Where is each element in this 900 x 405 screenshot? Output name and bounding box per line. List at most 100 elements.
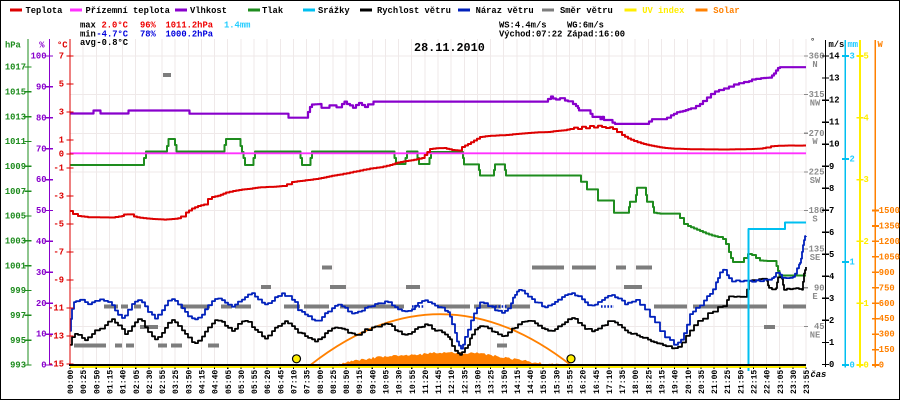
svg-text:-3: -3 — [53, 192, 64, 202]
svg-text:45: 45 — [814, 322, 825, 332]
svg-text:600: 600 — [879, 299, 895, 309]
svg-text:50: 50 — [36, 206, 47, 216]
svg-text:avg: avg — [80, 38, 96, 48]
svg-text:13:50: 13:50 — [501, 370, 510, 394]
svg-text:1000.2hPa: 1000.2hPa — [166, 29, 214, 39]
svg-text:0: 0 — [879, 361, 884, 371]
svg-text:NE: NE — [810, 330, 821, 340]
svg-text:15:30: 15:30 — [553, 370, 562, 394]
svg-text:04:40: 04:40 — [212, 370, 221, 394]
svg-text:16:45: 16:45 — [593, 370, 602, 394]
svg-text:13: 13 — [829, 74, 840, 84]
svg-text:22:15: 22:15 — [751, 370, 760, 394]
svg-text:3: 3 — [864, 175, 869, 185]
svg-text:14:15: 14:15 — [514, 370, 523, 394]
svg-text:Rychlost větru: Rychlost větru — [377, 6, 451, 16]
svg-text:997: 997 — [10, 311, 26, 321]
svg-text:06:45: 06:45 — [277, 370, 286, 394]
svg-text:15:55: 15:55 — [567, 370, 576, 394]
svg-text:7: 7 — [59, 52, 64, 62]
svg-text:-9: -9 — [53, 276, 64, 286]
svg-text:1: 1 — [59, 136, 64, 146]
svg-text:2: 2 — [829, 316, 834, 326]
svg-text:01:15: 01:15 — [107, 370, 116, 394]
svg-text:5: 5 — [829, 250, 834, 260]
svg-text:1.4mm: 1.4mm — [224, 21, 250, 31]
svg-text:-0.8°C: -0.8°C — [96, 38, 128, 48]
svg-text:750: 750 — [879, 283, 895, 293]
svg-text:6: 6 — [829, 228, 834, 238]
svg-text:21:00: 21:00 — [711, 370, 720, 394]
svg-text:90: 90 — [36, 83, 47, 93]
svg-text:4: 4 — [864, 113, 870, 123]
svg-text:Srážky: Srážky — [318, 6, 350, 16]
svg-text:04:15: 04:15 — [199, 370, 208, 394]
svg-text:19:15: 19:15 — [659, 370, 668, 394]
svg-text:993: 993 — [10, 361, 26, 371]
svg-text:270: 270 — [809, 129, 825, 139]
svg-text:20: 20 — [36, 299, 47, 309]
svg-text:18:00: 18:00 — [632, 370, 641, 394]
svg-text:995: 995 — [10, 336, 26, 346]
svg-text:05:55: 05:55 — [251, 370, 260, 394]
svg-text:11: 11 — [829, 118, 840, 128]
svg-text:999: 999 — [10, 286, 26, 296]
svg-text:1005: 1005 — [5, 212, 26, 222]
svg-text:NW: NW — [810, 99, 821, 109]
svg-text:03:25: 03:25 — [172, 370, 181, 394]
svg-text:14:40: 14:40 — [527, 370, 536, 394]
svg-text:02:05: 02:05 — [133, 370, 142, 394]
svg-text:21:50: 21:50 — [737, 370, 746, 394]
svg-text:08:50: 08:50 — [343, 370, 352, 394]
svg-text:00:50: 00:50 — [93, 370, 102, 394]
svg-text:mm: mm — [848, 40, 859, 50]
svg-text:-11: -11 — [48, 304, 64, 314]
svg-text:13:25: 13:25 — [488, 370, 497, 394]
svg-text:23:30: 23:30 — [790, 370, 799, 394]
svg-text:14: 14 — [829, 52, 840, 62]
svg-text:5: 5 — [864, 52, 869, 62]
svg-text:S: S — [812, 215, 817, 225]
svg-text:900: 900 — [879, 268, 895, 278]
svg-text:70: 70 — [36, 144, 47, 154]
svg-text:1007: 1007 — [5, 187, 26, 197]
svg-text:100: 100 — [31, 52, 47, 62]
svg-text:8: 8 — [829, 184, 834, 194]
svg-text:1017: 1017 — [5, 63, 26, 73]
svg-text:Vlhkost: Vlhkost — [190, 6, 227, 16]
svg-text:Solar: Solar — [713, 6, 739, 16]
svg-text:08:25: 08:25 — [330, 370, 339, 394]
svg-text:00:25: 00:25 — [80, 370, 89, 394]
svg-text:SW: SW — [810, 176, 821, 186]
svg-text:Náraz větru: Náraz větru — [476, 6, 534, 16]
svg-text:Teplota: Teplota — [26, 6, 64, 16]
svg-text:1050: 1050 — [879, 253, 900, 263]
svg-text:E: E — [812, 292, 817, 302]
svg-text:11:45: 11:45 — [435, 370, 444, 394]
svg-text:30: 30 — [36, 268, 47, 278]
svg-text:300: 300 — [879, 330, 895, 340]
svg-text:2.0°C: 2.0°C — [102, 21, 129, 31]
svg-text:m/s: m/s — [829, 40, 845, 50]
svg-text:12:35: 12:35 — [461, 370, 470, 394]
svg-text:1011.2hPa: 1011.2hPa — [166, 21, 214, 31]
svg-text:W: W — [878, 40, 884, 50]
svg-text:23:05: 23:05 — [777, 370, 786, 394]
svg-text:10:30: 10:30 — [396, 370, 405, 394]
svg-text:0: 0 — [850, 361, 855, 371]
svg-text:450: 450 — [879, 314, 895, 324]
svg-text:02:55: 02:55 — [159, 370, 168, 394]
svg-text:19:40: 19:40 — [672, 370, 681, 394]
svg-text:-7: -7 — [53, 248, 64, 258]
svg-text:02:30: 02:30 — [146, 370, 155, 394]
svg-text:17:10: 17:10 — [606, 370, 615, 394]
svg-text:Tlak: Tlak — [262, 6, 284, 16]
svg-text:80: 80 — [36, 113, 47, 123]
svg-text:WG:6m/s: WG:6m/s — [567, 21, 604, 31]
svg-text:23:55: 23:55 — [803, 370, 812, 394]
svg-text:3: 3 — [829, 294, 834, 304]
svg-text:1015: 1015 — [5, 87, 26, 97]
svg-text:1200: 1200 — [879, 237, 900, 247]
svg-text:7: 7 — [829, 206, 834, 216]
svg-text:78%: 78% — [140, 29, 157, 39]
